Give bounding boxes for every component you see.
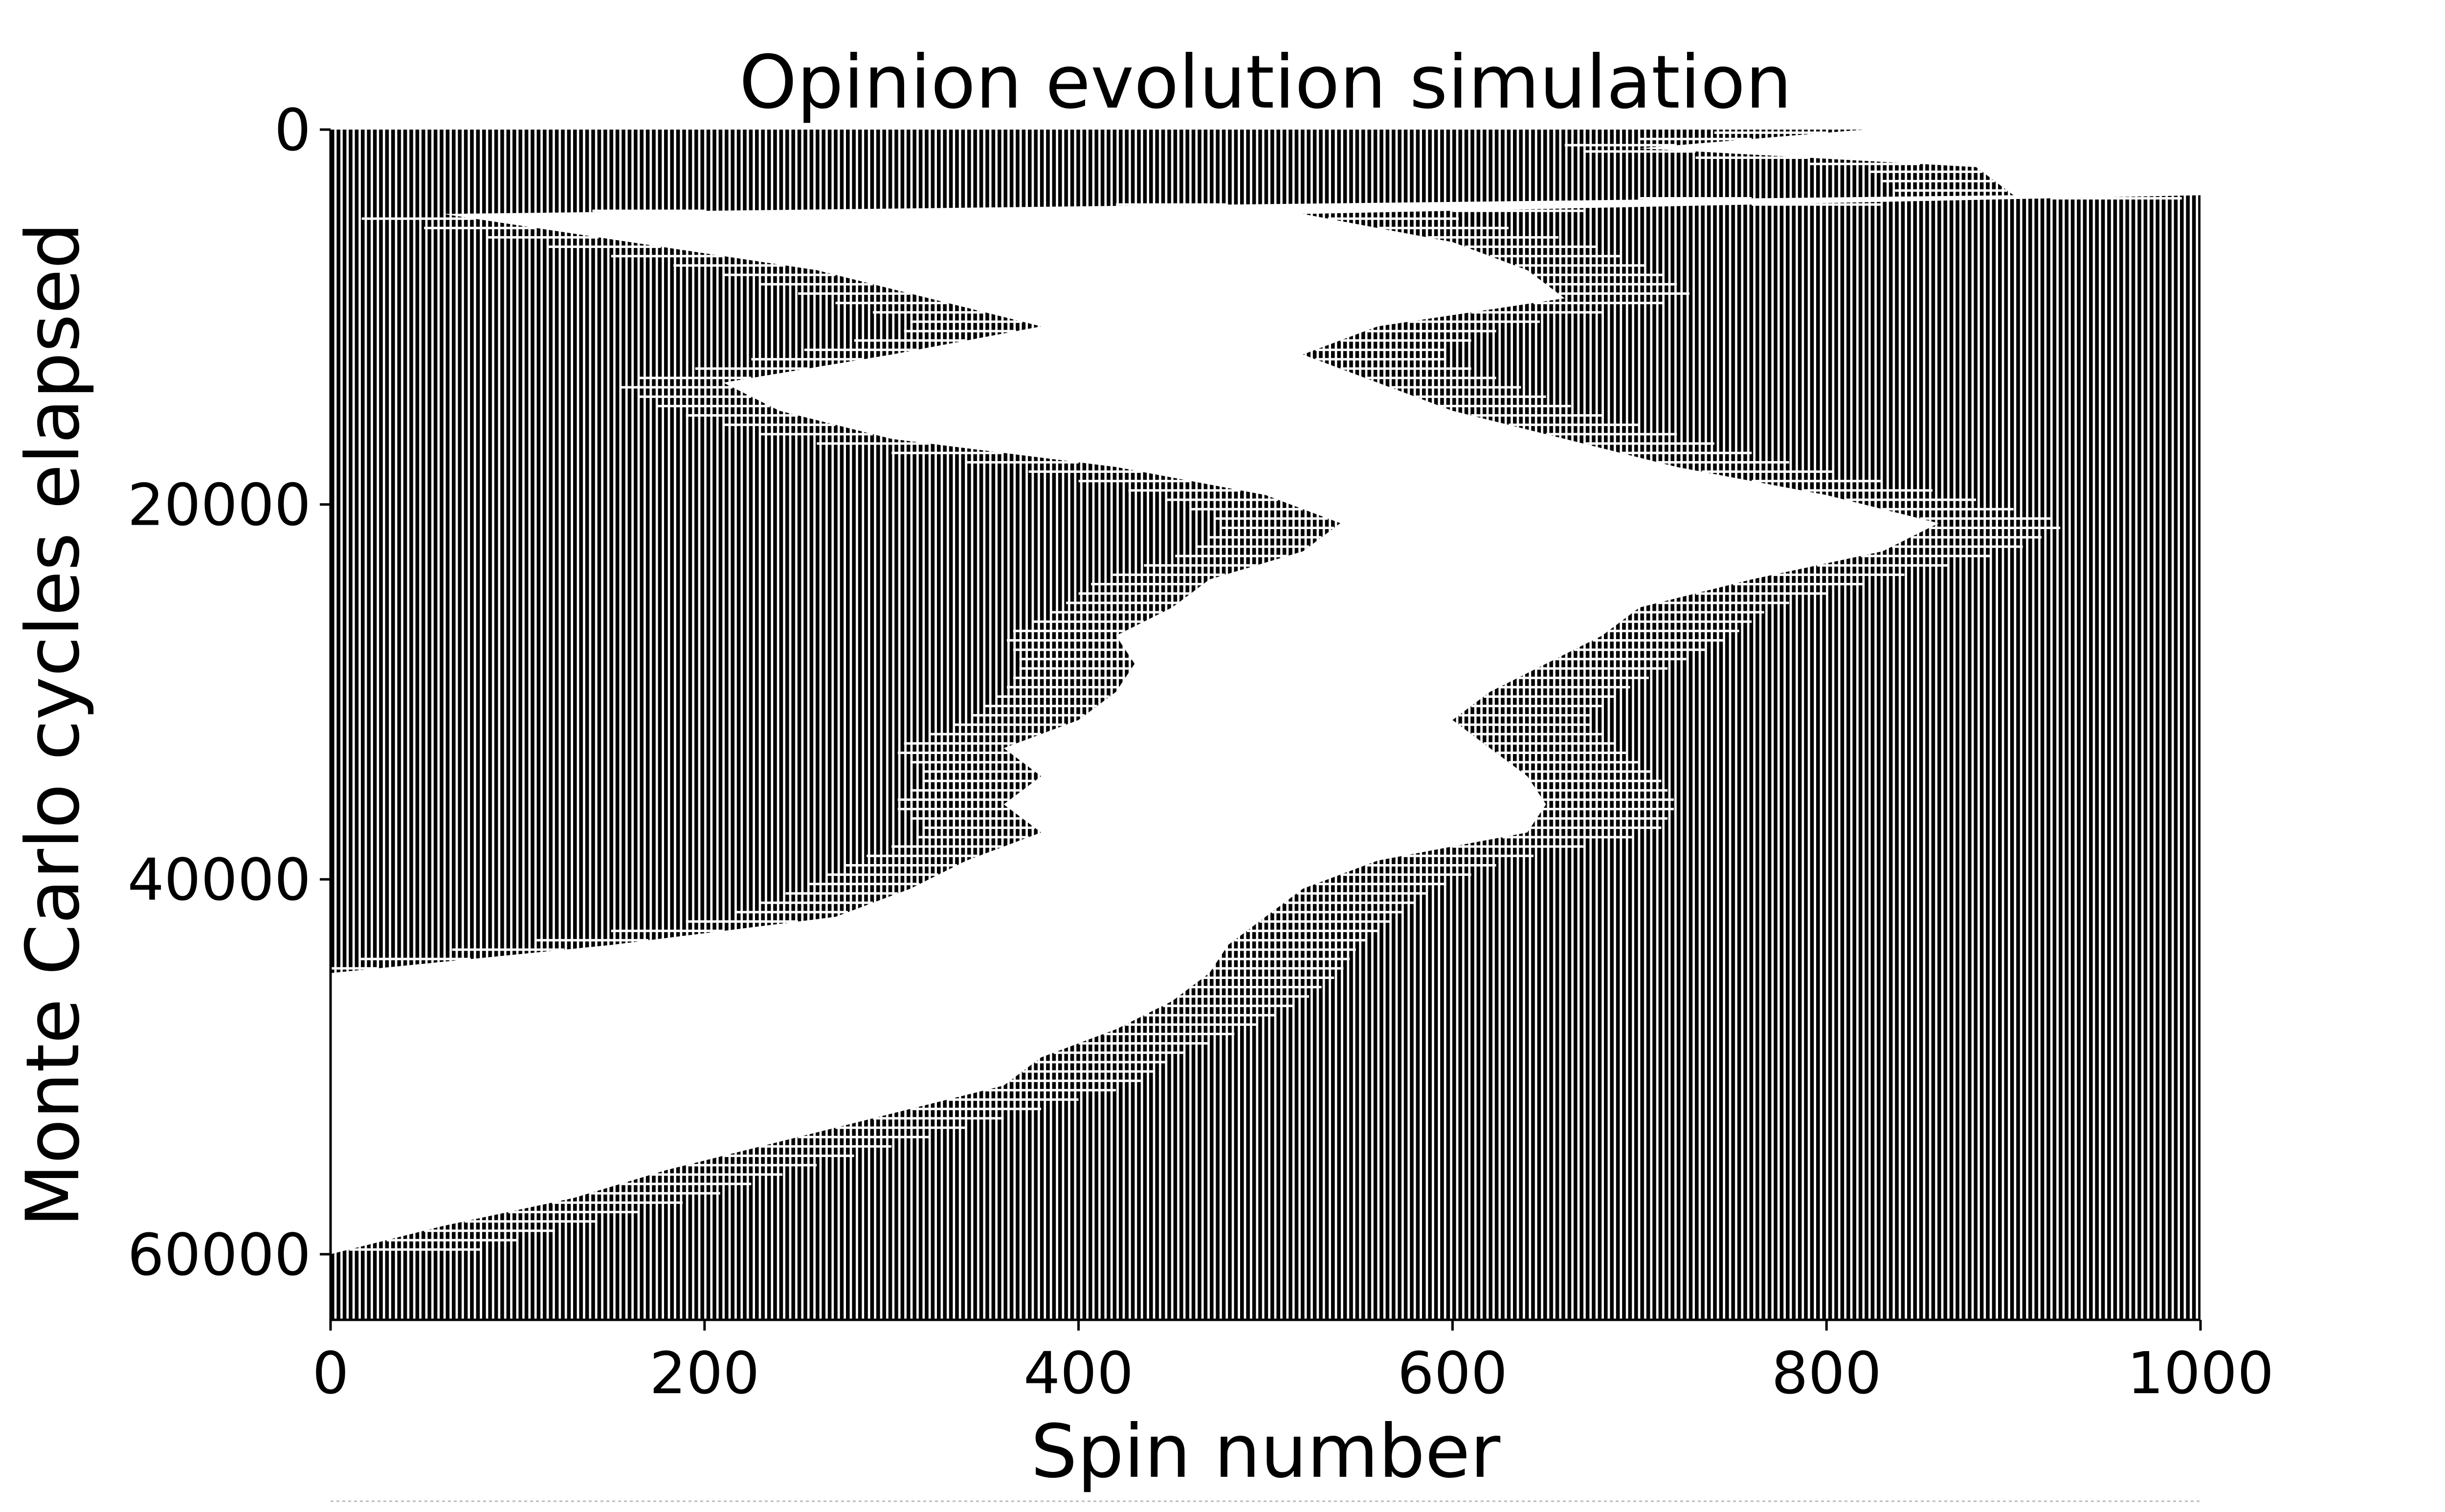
y-axis-label: Monte Carlo cycles elapsed [11, 222, 96, 1227]
y-tick-label: 0 [274, 96, 311, 164]
y-ticks: 0 20000 40000 60000 [128, 96, 331, 1289]
y-tick-label: 60000 [128, 1221, 311, 1289]
x-tick-label: 1000 [2127, 1339, 2274, 1407]
x-tick-label: 800 [1772, 1339, 1882, 1407]
axes [329, 130, 2200, 1321]
x-tick-label: 600 [1398, 1339, 1508, 1407]
x-ticks: 0 200 400 600 800 1000 [312, 1320, 2274, 1407]
y-tick-label: 20000 [128, 471, 311, 539]
plot-area [331, 130, 2200, 1320]
x-tick-label: 200 [649, 1339, 759, 1407]
x-axis-label: Spin number [1031, 1409, 1501, 1494]
x-tick-label: 0 [312, 1339, 349, 1407]
chart-title: Opinion evolution simulation [739, 40, 1792, 125]
x-tick-label: 400 [1023, 1339, 1134, 1407]
spin-up-domain [331, 130, 2200, 1320]
spin-up-domains [331, 130, 2200, 1320]
y-tick-label: 40000 [128, 846, 311, 913]
